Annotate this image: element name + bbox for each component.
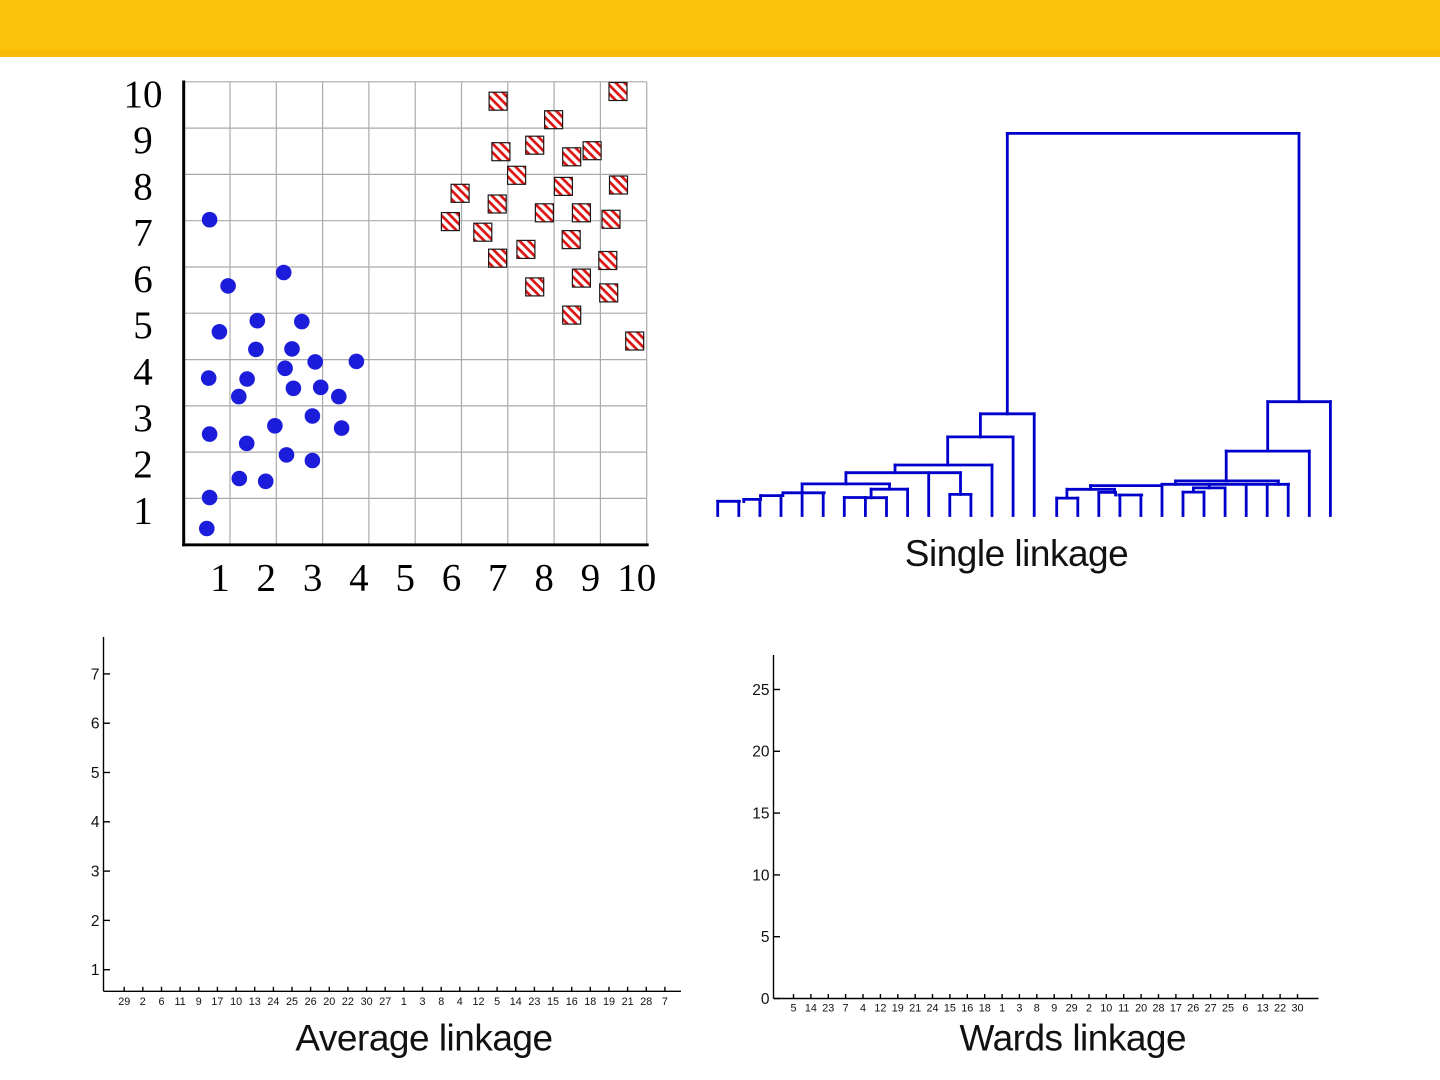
svg-text:9: 9 bbox=[1051, 1002, 1057, 1014]
svg-text:10: 10 bbox=[752, 867, 770, 884]
svg-text:24: 24 bbox=[926, 1002, 938, 1014]
svg-text:6: 6 bbox=[158, 996, 164, 1008]
svg-text:15: 15 bbox=[752, 806, 769, 823]
svg-text:3: 3 bbox=[419, 996, 425, 1008]
svg-text:5: 5 bbox=[395, 557, 415, 600]
svg-text:23: 23 bbox=[822, 1002, 834, 1014]
svg-text:26: 26 bbox=[1187, 1002, 1199, 1014]
svg-text:7: 7 bbox=[488, 557, 508, 600]
svg-text:9: 9 bbox=[196, 996, 202, 1008]
svg-text:1: 1 bbox=[999, 1002, 1005, 1014]
svg-text:17: 17 bbox=[211, 996, 223, 1008]
svg-text:15: 15 bbox=[547, 996, 559, 1008]
svg-text:5: 5 bbox=[133, 304, 153, 347]
svg-text:7: 7 bbox=[662, 996, 668, 1008]
svg-text:6: 6 bbox=[133, 258, 153, 301]
svg-text:13: 13 bbox=[249, 996, 261, 1008]
svg-text:9: 9 bbox=[581, 557, 601, 600]
svg-text:4: 4 bbox=[457, 996, 463, 1008]
svg-text:9: 9 bbox=[133, 119, 153, 162]
svg-text:17: 17 bbox=[1170, 1002, 1182, 1014]
svg-text:21: 21 bbox=[909, 1002, 921, 1014]
svg-text:25: 25 bbox=[286, 996, 298, 1008]
svg-text:12: 12 bbox=[874, 1002, 886, 1014]
svg-text:19: 19 bbox=[892, 1002, 904, 1014]
svg-text:2: 2 bbox=[1086, 1002, 1092, 1014]
svg-text:7: 7 bbox=[91, 666, 100, 683]
svg-text:29: 29 bbox=[118, 996, 130, 1008]
svg-text:8: 8 bbox=[133, 165, 153, 208]
svg-text:30: 30 bbox=[361, 996, 373, 1008]
svg-text:Single linkage: Single linkage bbox=[905, 533, 1128, 574]
svg-text:1: 1 bbox=[133, 490, 153, 533]
svg-text:8: 8 bbox=[1034, 1002, 1040, 1014]
svg-text:22: 22 bbox=[342, 996, 354, 1008]
svg-text:6: 6 bbox=[442, 557, 462, 600]
svg-text:1: 1 bbox=[91, 962, 100, 979]
svg-text:10: 10 bbox=[1100, 1002, 1112, 1014]
svg-text:22: 22 bbox=[1274, 1002, 1286, 1014]
svg-text:5: 5 bbox=[494, 996, 500, 1008]
svg-text:8: 8 bbox=[534, 557, 554, 600]
svg-text:11: 11 bbox=[174, 996, 185, 1008]
svg-text:29: 29 bbox=[1066, 1002, 1078, 1014]
svg-text:20: 20 bbox=[752, 744, 770, 761]
svg-text:30: 30 bbox=[1291, 1002, 1303, 1014]
svg-text:3: 3 bbox=[91, 864, 100, 881]
svg-text:16: 16 bbox=[566, 996, 578, 1008]
svg-text:2: 2 bbox=[140, 996, 146, 1008]
svg-text:5: 5 bbox=[91, 765, 100, 782]
svg-text:3: 3 bbox=[1016, 1002, 1022, 1014]
svg-text:24: 24 bbox=[267, 996, 279, 1008]
svg-text:2: 2 bbox=[133, 443, 153, 486]
svg-text:28: 28 bbox=[640, 996, 652, 1008]
svg-text:8: 8 bbox=[438, 996, 444, 1008]
svg-text:25: 25 bbox=[752, 682, 769, 699]
svg-text:7: 7 bbox=[843, 1002, 849, 1014]
svg-text:1: 1 bbox=[401, 996, 407, 1008]
svg-text:0: 0 bbox=[761, 991, 770, 1008]
svg-text:1: 1 bbox=[210, 557, 230, 600]
svg-text:27: 27 bbox=[379, 996, 391, 1008]
svg-text:10: 10 bbox=[617, 557, 656, 600]
svg-text:10: 10 bbox=[230, 996, 242, 1008]
svg-text:2: 2 bbox=[91, 913, 100, 930]
svg-text:13: 13 bbox=[1257, 1002, 1269, 1014]
svg-text:4: 4 bbox=[91, 814, 100, 831]
svg-text:20: 20 bbox=[1135, 1002, 1147, 1014]
svg-text:4: 4 bbox=[860, 1002, 866, 1014]
svg-text:21: 21 bbox=[622, 996, 634, 1008]
svg-text:7: 7 bbox=[133, 212, 153, 255]
svg-text:3: 3 bbox=[133, 397, 153, 440]
svg-text:28: 28 bbox=[1152, 1002, 1164, 1014]
svg-text:16: 16 bbox=[961, 1002, 973, 1014]
svg-text:19: 19 bbox=[603, 996, 615, 1008]
svg-text:4: 4 bbox=[133, 351, 153, 394]
svg-text:4: 4 bbox=[349, 557, 369, 600]
svg-text:14: 14 bbox=[805, 1002, 817, 1014]
svg-text:20: 20 bbox=[323, 996, 335, 1008]
svg-text:15: 15 bbox=[944, 1002, 956, 1014]
svg-text:Wards linkage: Wards linkage bbox=[960, 1018, 1187, 1059]
svg-text:6: 6 bbox=[91, 716, 100, 733]
svg-text:10: 10 bbox=[124, 73, 163, 116]
svg-text:14: 14 bbox=[510, 996, 522, 1008]
svg-text:5: 5 bbox=[761, 929, 770, 946]
svg-text:18: 18 bbox=[979, 1002, 991, 1014]
svg-text:11: 11 bbox=[1118, 1002, 1129, 1014]
svg-text:Average linkage: Average linkage bbox=[295, 1017, 552, 1058]
svg-text:3: 3 bbox=[303, 557, 323, 600]
svg-text:18: 18 bbox=[584, 996, 596, 1008]
svg-text:12: 12 bbox=[472, 996, 484, 1008]
svg-text:25: 25 bbox=[1222, 1002, 1234, 1014]
svg-text:26: 26 bbox=[305, 996, 317, 1008]
svg-text:27: 27 bbox=[1205, 1002, 1217, 1014]
svg-text:5: 5 bbox=[790, 1002, 796, 1014]
svg-text:23: 23 bbox=[528, 996, 540, 1008]
svg-text:6: 6 bbox=[1242, 1002, 1248, 1014]
svg-text:2: 2 bbox=[257, 557, 277, 600]
